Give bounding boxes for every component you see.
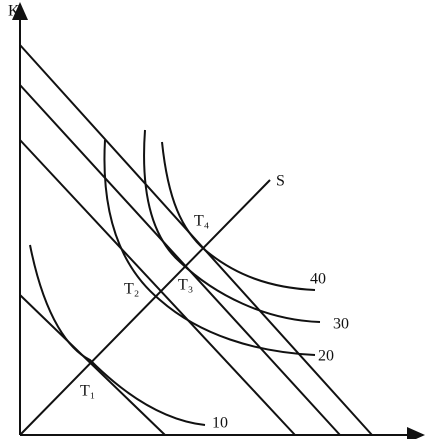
y-axis-label: K: [8, 3, 20, 20]
isoquant: [29, 244, 206, 426]
point-label: T₁: [80, 383, 95, 400]
isoquant-label: 30: [333, 316, 349, 333]
isoquant: [103, 139, 316, 356]
isoquant-label: 10: [212, 415, 228, 432]
isoquant-label: 20: [318, 348, 334, 365]
point-label: T₄: [194, 213, 210, 230]
isoquant: [161, 141, 316, 291]
isocost-line: [19, 139, 296, 436]
expansion-path: [19, 179, 271, 436]
point-label: T₂: [124, 281, 139, 298]
point-label: T₃: [178, 277, 193, 294]
expansion-path-label: S: [276, 173, 285, 190]
isoquant: [143, 129, 321, 323]
isocost-line: [19, 84, 341, 436]
isoquant-label: 40: [310, 271, 326, 288]
isocost-line: [19, 294, 166, 436]
